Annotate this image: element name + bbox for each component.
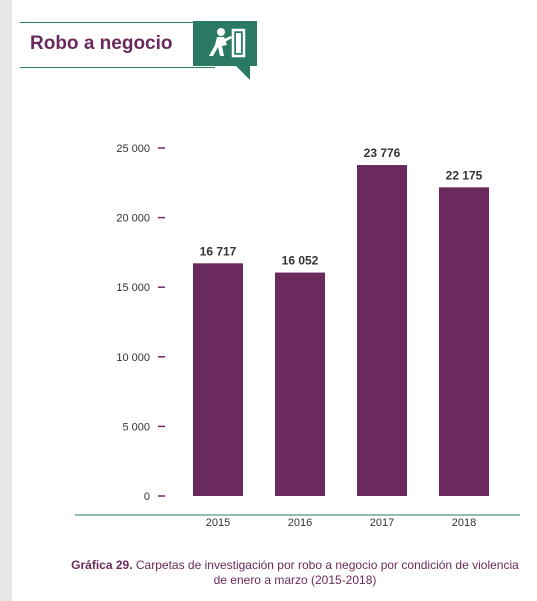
section-header [20, 22, 215, 68]
y-tick-label: 5 000 [122, 421, 150, 433]
bar [275, 272, 325, 496]
icon-box-tail [236, 66, 250, 80]
bar [439, 187, 489, 496]
y-tick-label: 25 000 [116, 143, 150, 155]
page-margin-rule [0, 0, 12, 601]
bar [357, 165, 407, 496]
bar [193, 263, 243, 496]
caption-label: Gráfica 29. [71, 558, 133, 572]
y-tick-label: 10 000 [116, 352, 150, 364]
x-tick-label: 2018 [452, 517, 476, 529]
robbery-icon [209, 28, 246, 58]
bar-value-label: 16 052 [282, 254, 319, 268]
caption-text-line2: de enero a marzo (2015-2018) [213, 573, 377, 587]
x-tick-label: 2016 [288, 517, 312, 529]
bar-chart: 0 5 000 10 000 15 000 20 000 25 000 16 717 2015… [75, 143, 520, 529]
bar-value-label: 16 717 [200, 244, 237, 258]
y-tick-label: 15 000 [116, 282, 150, 294]
bar-value-label: 22 175 [446, 168, 483, 182]
x-tick-label: 2015 [206, 517, 230, 529]
y-tick-label: 20 000 [116, 213, 150, 225]
y-tick-label: 0 [144, 491, 150, 503]
x-tick-label: 2017 [370, 517, 394, 529]
section-title: Robo a negocio [30, 33, 173, 54]
chart-caption: Gráfica 29. Carpetas de investigación po… [60, 558, 530, 588]
caption-text-line1: Carpetas de investigación por robo a neg… [135, 558, 519, 572]
bar-value-label: 23 776 [364, 146, 401, 160]
